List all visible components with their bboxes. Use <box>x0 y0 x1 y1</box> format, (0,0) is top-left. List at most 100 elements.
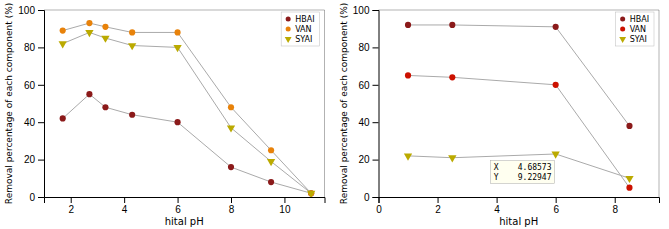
tick: 60 <box>358 80 378 91</box>
legend-label: SYAI <box>630 35 647 44</box>
legend: HBAIVANSYAI <box>281 12 319 46</box>
data-point <box>405 72 411 78</box>
tick-mark <box>38 47 44 48</box>
tick-mark <box>373 122 379 123</box>
data-point <box>102 104 108 110</box>
tick: 4 <box>122 197 128 215</box>
legend-item: HBAI <box>286 15 315 24</box>
tick: 60 <box>24 80 44 91</box>
plot-area <box>404 22 634 191</box>
tick-label: 20 <box>358 154 370 165</box>
tick: 6 <box>553 197 559 215</box>
tick-mark <box>71 197 72 203</box>
tick-label: 8 <box>612 204 618 215</box>
legend-item: SYAI <box>285 35 313 44</box>
tick: 40 <box>358 117 378 128</box>
tick: 20 <box>24 154 44 165</box>
tick-label: 40 <box>358 117 370 128</box>
tick: 100 <box>18 5 44 16</box>
tick-mark <box>373 160 379 161</box>
plot-area <box>59 20 316 197</box>
data-point <box>228 104 234 110</box>
legend-symbol <box>285 37 292 43</box>
data-point <box>404 153 412 160</box>
annotation-line: Y 9.22947 <box>494 173 552 182</box>
series-line <box>408 75 629 187</box>
data-point <box>86 91 92 97</box>
legend-symbol <box>286 16 291 21</box>
tick-label: 6 <box>553 204 559 215</box>
tick-mark <box>124 197 125 203</box>
panel: 246810020406080100hital pHRemoval percen… <box>4 3 325 227</box>
series-line <box>63 32 311 193</box>
data-point <box>59 41 67 48</box>
data-point <box>625 176 633 183</box>
tick-label: 20 <box>24 154 36 165</box>
tick-mark <box>38 122 44 123</box>
tick-mark <box>497 197 498 203</box>
tick-label: 6 <box>175 204 181 215</box>
tick-label: 100 <box>353 5 370 16</box>
legend-label: VAN <box>295 25 311 34</box>
x-axis-title: hital pH <box>165 216 204 227</box>
tick-label: 2 <box>435 204 441 215</box>
legend-box <box>281 12 319 46</box>
legend-item: HBAI <box>620 15 649 24</box>
data-point <box>268 179 274 185</box>
data-point <box>101 36 109 43</box>
tick-label: 0 <box>364 192 370 203</box>
data-point <box>553 82 559 88</box>
tick: 0 <box>29 192 44 203</box>
tick-mark <box>38 197 44 198</box>
data-point <box>102 24 108 30</box>
tick-label: 0 <box>29 192 35 203</box>
annotation-text: X 4.68573Y 9.22947 <box>494 163 552 182</box>
data-point <box>626 185 632 191</box>
tick-label: 40 <box>24 117 36 128</box>
tick-label: 80 <box>24 42 36 53</box>
data-point <box>129 112 135 118</box>
tick-mark <box>373 197 379 198</box>
tick-label: 60 <box>358 80 370 91</box>
legend-label: VAN <box>630 25 646 34</box>
tick-mark <box>178 197 179 203</box>
series-line <box>63 23 311 193</box>
axis-line <box>373 11 380 198</box>
data-point <box>60 27 66 33</box>
axis-line <box>45 198 326 204</box>
data-point <box>60 115 66 121</box>
panel: 02468020406080100hital pHRemoval percent… <box>339 3 660 227</box>
y-axis: 0 20 40 60 80 100 <box>18 5 44 203</box>
tick-mark <box>438 197 439 203</box>
tick: 80 <box>358 42 378 53</box>
annotation-line: X 4.68573 <box>494 163 552 172</box>
tick-label: 100 <box>18 5 35 16</box>
legend-item: VAN <box>286 25 312 34</box>
data-point <box>626 123 632 129</box>
tick: 80 <box>24 42 44 53</box>
frame <box>379 10 660 11</box>
data-point <box>268 147 274 153</box>
legend-item: VAN <box>620 25 646 34</box>
tick: 6 <box>175 197 181 215</box>
data-point <box>85 30 93 37</box>
x-axis: 246810 <box>45 197 326 215</box>
annotation: X 4.68573Y 9.22947 <box>491 161 555 184</box>
data-point <box>228 164 234 170</box>
tick-mark <box>615 197 616 203</box>
frame <box>324 10 325 197</box>
legend-symbol <box>619 37 626 43</box>
legend-label: SYAI <box>295 35 312 44</box>
tick-label: 60 <box>24 80 36 91</box>
tick: 8 <box>612 197 618 215</box>
tick-label: 4 <box>122 204 128 215</box>
tick: 20 <box>358 154 378 165</box>
axis-line <box>38 11 45 198</box>
axis-line <box>379 198 660 204</box>
tick: 10 <box>279 197 291 215</box>
tick-label: 10 <box>279 204 291 215</box>
tick: 100 <box>353 5 379 16</box>
data-point <box>405 22 411 28</box>
tick-mark <box>231 197 232 203</box>
series-line <box>63 94 311 193</box>
